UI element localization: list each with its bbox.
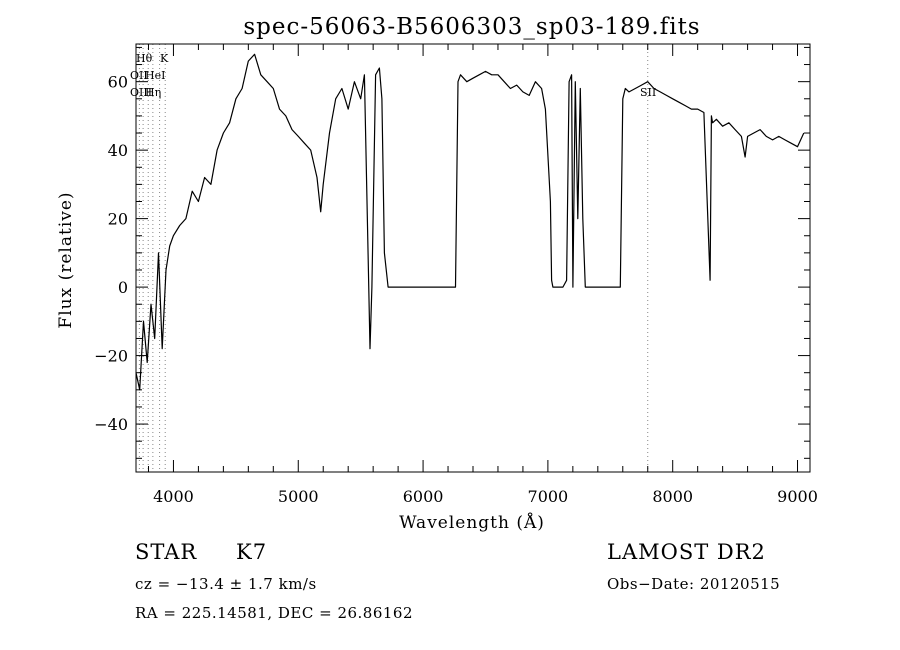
y-tick-label: −20: [94, 347, 128, 366]
chart-title: spec-56063-B5606303_sp03-189.fits: [243, 14, 700, 40]
line-label-1: K: [160, 52, 169, 65]
x-tick-label: 7000: [528, 487, 569, 506]
line-label-5: Hη: [145, 86, 161, 99]
x-tick-label: 5000: [278, 487, 319, 506]
x-tick-label: 9000: [777, 487, 818, 506]
redshift-cz: cz = −13.4 ± 1.7 km/s: [135, 575, 317, 593]
y-axis-label: Flux (relative): [56, 191, 76, 328]
x-tick-label: 8000: [652, 487, 693, 506]
plot-axes: 4000 5000 6000 7000 8000 9000 −40 −20 0 20 40 60: [94, 43, 818, 506]
spectral-subclass: K7: [236, 540, 268, 564]
y-tick-label: 60: [108, 73, 128, 92]
spectrum-trace: [135, 53, 805, 391]
line-label-6: SII: [640, 86, 656, 99]
x-tick-label: 6000: [403, 487, 444, 506]
spectrum-series-0: [135, 53, 805, 391]
y-tick-label: 20: [108, 210, 128, 229]
line-label-3: HeI: [145, 69, 165, 82]
x-tick-label: 4000: [153, 487, 194, 506]
survey-name: LAMOST DR2: [607, 540, 766, 564]
y-tick-label: 40: [108, 141, 128, 160]
observation-date: Obs−Date: 20120515: [607, 575, 781, 593]
ra-dec-coordinates: RA = 225.14581, DEC = 26.86162: [135, 604, 414, 622]
x-axis-label: Wavelength (Å): [399, 512, 545, 533]
line-label-2: OII: [130, 69, 148, 82]
line-label-4: OIII: [130, 86, 152, 99]
object-type: STAR: [135, 540, 198, 564]
y-tick-label: −40: [94, 415, 128, 434]
y-tick-label: 0: [118, 278, 128, 297]
line-label-0: Hθ: [136, 52, 153, 65]
emission-line-markers: [138, 44, 649, 472]
